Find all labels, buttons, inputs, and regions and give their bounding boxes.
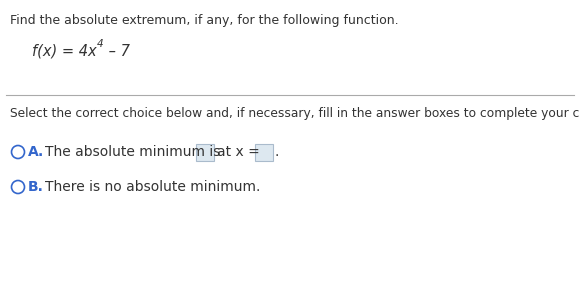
FancyBboxPatch shape xyxy=(196,144,214,161)
Text: Select the correct choice below and, if necessary, fill in the answer boxes to c: Select the correct choice below and, if … xyxy=(10,107,580,120)
Text: The absolute minimum is: The absolute minimum is xyxy=(45,145,220,159)
Text: at x =: at x = xyxy=(217,145,260,159)
Text: Find the absolute extremum, if any, for the following function.: Find the absolute extremum, if any, for … xyxy=(10,14,398,27)
Text: B.: B. xyxy=(28,180,44,194)
Text: .: . xyxy=(274,145,278,159)
Text: 4: 4 xyxy=(97,39,103,49)
Text: A.: A. xyxy=(28,145,44,159)
Text: There is no absolute minimum.: There is no absolute minimum. xyxy=(45,180,260,194)
Text: f(x) = 4x: f(x) = 4x xyxy=(32,44,97,59)
Text: – 7: – 7 xyxy=(104,44,129,59)
FancyBboxPatch shape xyxy=(255,144,273,161)
